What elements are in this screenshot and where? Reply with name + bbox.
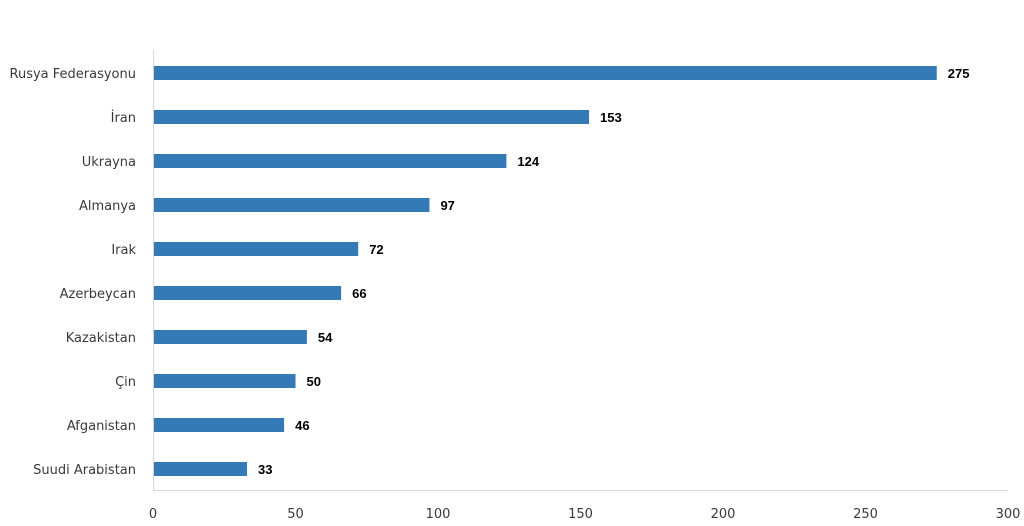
x-tick-label: 250 bbox=[853, 507, 878, 522]
x-tick-label: 150 bbox=[568, 507, 593, 522]
bar bbox=[153, 154, 507, 168]
category-label: Afganistan bbox=[67, 419, 136, 434]
data-labels: 275 153 124 97 72 66 54 50 46 33 bbox=[258, 66, 969, 477]
data-label: 33 bbox=[258, 462, 272, 477]
category-label: Rusya Federasyonu bbox=[10, 67, 136, 82]
x-tick-label: 200 bbox=[711, 507, 736, 522]
category-label: Ukrayna bbox=[82, 155, 136, 170]
category-label: Çin bbox=[115, 375, 136, 390]
bars-group bbox=[153, 66, 937, 476]
data-label: 124 bbox=[517, 154, 539, 169]
category-label: İran bbox=[111, 110, 136, 126]
x-tick-label: 50 bbox=[287, 507, 304, 522]
bar bbox=[153, 418, 285, 432]
x-tick-label: 300 bbox=[996, 507, 1021, 522]
data-label: 66 bbox=[352, 286, 366, 301]
bar bbox=[153, 110, 590, 124]
bar bbox=[153, 286, 342, 300]
category-label: Suudi Arabistan bbox=[33, 463, 136, 478]
data-label: 46 bbox=[295, 418, 309, 433]
bar bbox=[153, 66, 937, 80]
bar bbox=[153, 462, 248, 476]
data-label: 54 bbox=[318, 330, 333, 345]
bar bbox=[153, 198, 430, 212]
data-label: 72 bbox=[369, 242, 383, 257]
category-label: Almanya bbox=[79, 199, 136, 214]
category-label: Irak bbox=[111, 243, 136, 258]
x-tick-label: 100 bbox=[426, 507, 451, 522]
category-label: Azerbeycan bbox=[60, 287, 136, 302]
category-labels: Rusya Federasyonu İran Ukrayna Almanya Irak A… bbox=[10, 67, 137, 478]
bar bbox=[153, 330, 307, 344]
data-label: 97 bbox=[440, 198, 454, 213]
category-label: Kazakistan bbox=[66, 331, 136, 346]
data-label: 275 bbox=[948, 66, 970, 81]
x-axis-ticks: 0 50 100 150 200 250 300 bbox=[149, 507, 1021, 522]
bar bbox=[153, 374, 296, 388]
data-label: 50 bbox=[307, 374, 321, 389]
x-tick-label: 0 bbox=[149, 507, 157, 522]
bar bbox=[153, 242, 359, 256]
data-label: 153 bbox=[600, 110, 622, 125]
